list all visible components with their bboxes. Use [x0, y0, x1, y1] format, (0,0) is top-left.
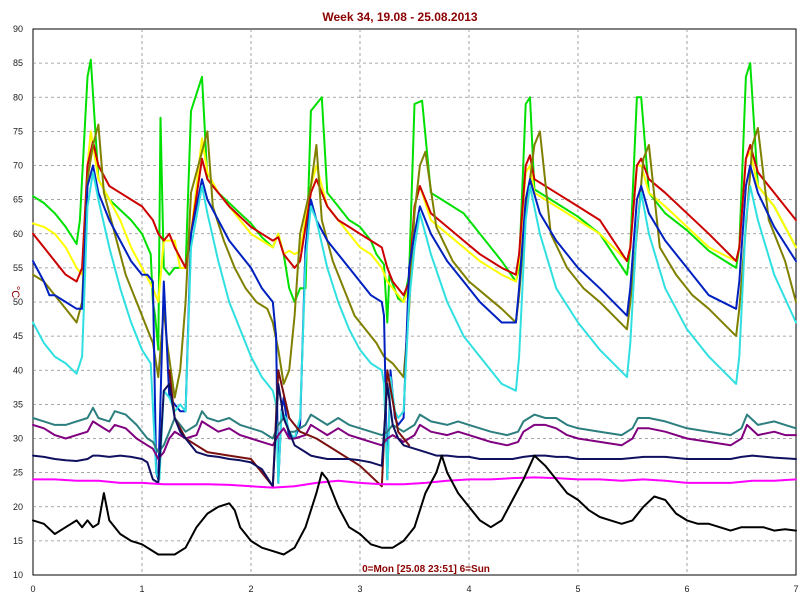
y-tick-label: 30	[13, 434, 23, 444]
x-tick-label: 1	[139, 584, 144, 594]
x-axis-ticks: 0 1 2 3 4 5 6 7	[30, 584, 798, 594]
series-line-11	[32, 476, 797, 489]
series-line-9	[168, 369, 411, 488]
series-line-10	[32, 382, 797, 488]
y-tick-label: 80	[13, 92, 23, 102]
y-tick-label: 15	[13, 536, 23, 546]
y-tick-label: 35	[13, 399, 23, 409]
x-tick-label: 5	[575, 584, 580, 594]
y-axis-label: °C	[9, 286, 21, 298]
y-tick-label: 85	[13, 58, 23, 68]
x-tick-label: 3	[357, 584, 362, 594]
series-line-1	[32, 58, 797, 351]
y-tick-label: 70	[13, 161, 23, 171]
y-tick-label: 20	[13, 502, 23, 512]
x-tick-label: 4	[466, 584, 471, 594]
series-line-12	[32, 454, 797, 556]
series-lines	[32, 58, 797, 556]
x-tick-label: 7	[793, 584, 798, 594]
y-tick-label: 40	[13, 365, 23, 375]
series-line-6	[32, 171, 797, 484]
y-axis-ticks: 10 15 20 25 30 35 40 45 50 55 60 65 70 75 80 85 90	[13, 24, 23, 580]
x-tick-label: 6	[684, 584, 689, 594]
y-tick-label: 45	[13, 331, 23, 341]
series-line-8	[32, 420, 797, 460]
series-line-7	[32, 406, 797, 454]
chart-title: Week 34, 19.08 - 25.08.2013	[322, 10, 478, 24]
y-tick-label: 60	[13, 229, 23, 239]
y-tick-label: 90	[13, 24, 23, 34]
x-tick-label: 0	[30, 584, 35, 594]
x-axis-label: 0=Mon [25.08 23:51] 6=Sun	[362, 564, 490, 575]
y-tick-label: 75	[13, 126, 23, 136]
y-tick-label: 10	[13, 570, 23, 580]
y-tick-label: 50	[13, 297, 23, 307]
y-tick-label: 25	[13, 468, 23, 478]
series-line-3	[32, 140, 797, 297]
y-tick-label: 55	[13, 263, 23, 273]
series-line-5	[32, 164, 797, 484]
x-tick-label: 2	[248, 584, 253, 594]
y-tick-label: 65	[13, 195, 23, 205]
